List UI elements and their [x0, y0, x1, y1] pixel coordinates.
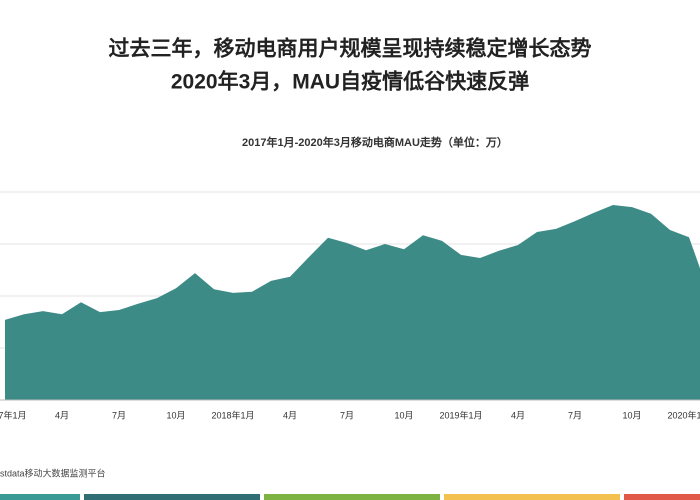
x-tick-label: 2019年1月: [439, 409, 482, 420]
x-tick-label: 10月: [622, 410, 641, 420]
subtitle: 2017年1月-2020年3月移动电商MAU走势（单位：万）: [242, 135, 508, 149]
x-tick-label: 2018年1月: [211, 409, 254, 420]
x-tick-label: 7月: [112, 410, 126, 420]
x-tick-label: 7月: [340, 410, 354, 420]
title: 过去三年，移动电商用户规模呈现持续稳定增长态势: [109, 37, 592, 61]
x-tick-label: 2020年1月: [667, 409, 700, 420]
title-line-2: 2020年3月，MAU自疫情低谷快速反弹: [171, 70, 529, 94]
x-tick-label: 10月: [166, 410, 185, 420]
x-tick-label: 7月: [568, 410, 582, 420]
x-tick-label: 4月: [55, 410, 69, 420]
color-strip: [0, 494, 700, 500]
x-tick-label: 2017年1月: [0, 409, 27, 420]
x-tick-label: 4月: [511, 410, 525, 420]
x-tick-label: 4月: [283, 410, 297, 420]
area: [5, 205, 700, 400]
x-tick-label: 10月: [394, 410, 413, 420]
source: stdata移动大数据监测平台: [0, 467, 106, 478]
